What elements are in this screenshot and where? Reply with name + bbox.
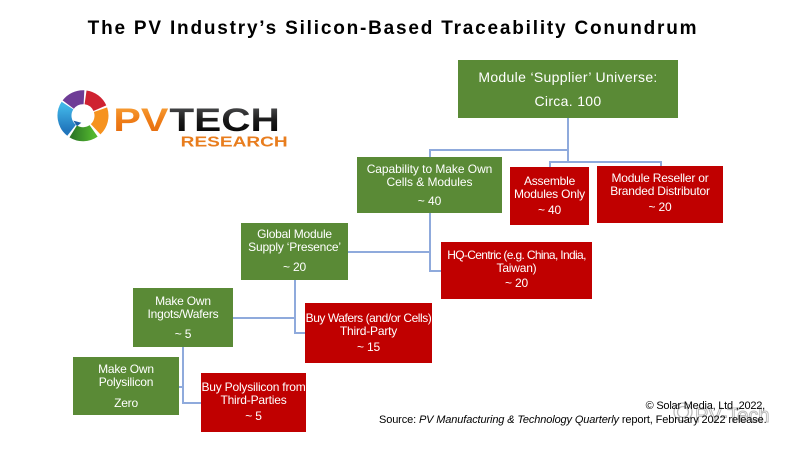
svg-text:PV-Tech: PV-Tech	[695, 405, 769, 427]
svg-text:RESEARCH: RESEARCH	[181, 133, 288, 150]
svg-text:TECH: TECH	[169, 102, 280, 138]
svg-text:PV: PV	[113, 102, 168, 138]
